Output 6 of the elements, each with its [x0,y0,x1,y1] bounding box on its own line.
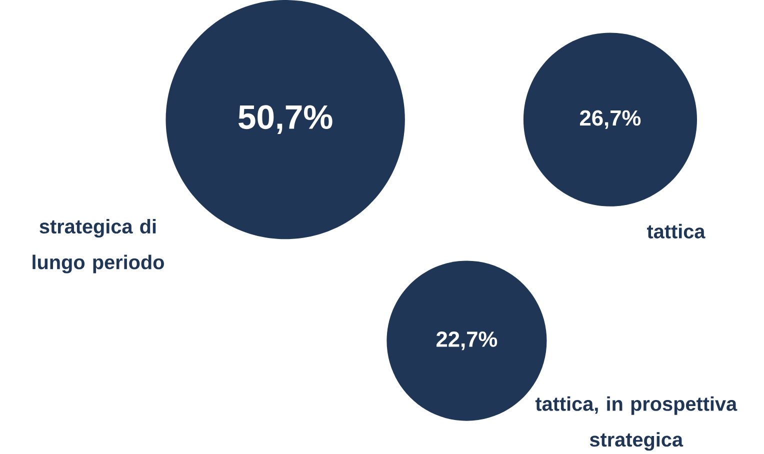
category-label: tattica, in prospettiva strategica [535,396,738,451]
category-label: tattica [646,224,706,238]
data-label: 22,7% [436,331,498,350]
category-label: strategica di lungo periodo [32,218,164,274]
data-label: 26,7% [580,110,641,129]
data-label: 50,7% [238,105,332,134]
